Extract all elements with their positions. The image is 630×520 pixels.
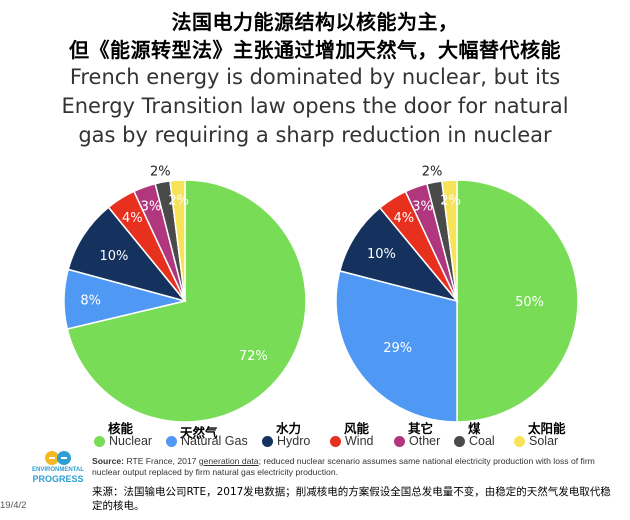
legend-swatch [514,435,525,447]
legend-label-en: Solar [529,434,559,448]
title-zh-line2: 但《能源转型法》主张通过增加天然气，大幅替代核能 [69,38,561,62]
date-stamp: 19/4/2 [0,500,27,511]
title-en-line3: gas by requiring a sharp reduction in nu… [78,123,552,147]
source-rest: ; reduced nuclear scenario assumes same … [92,456,595,477]
pie-label-other: 3% [412,199,433,214]
title-en-line2: Energy Transition law opens the door for… [61,94,569,118]
pie-label-other: 3% [141,199,162,214]
source-org: RTE France, 2017 [126,456,197,466]
legend-swatch [394,435,405,447]
legend-swatch [454,435,465,447]
legend-label-en: Coal [469,434,495,448]
pie-label-coal: 2% [150,164,171,179]
pie-label-coal: 2% [422,164,443,179]
source-link[interactable]: generation data [198,456,259,466]
pie-slice-solar [169,179,186,302]
pie-label-wind: 4% [394,211,415,226]
legend-label-zh: 煤 [468,421,481,436]
title-en-line1: French energy is dominated by nuclear, b… [69,65,561,89]
legend-swatch [94,435,105,447]
pie-slice-nuclear [456,179,579,423]
pie-label-natural-gas: 29% [383,341,412,356]
legend-swatch [330,435,341,447]
environmental-progress-logo: ENVIRONMENTAL PROGRESS [28,450,88,486]
legend-label-en: Wind [345,434,374,448]
source-label: Source: [92,456,124,466]
pie-label-wind: 4% [122,211,143,226]
logo-icon [45,451,71,465]
pie-label-solar: 2% [440,194,461,209]
pie-slice-natural-gas [335,269,458,423]
pie-slice-hydro [67,206,188,303]
legend-label-zh: 风能 [344,421,370,436]
legend-label-zh: 其它 [408,421,434,436]
pie-label-hydro: 10% [99,249,128,264]
legend-label-zh: 水力 [276,421,302,436]
pie-label-nuclear: 72% [239,349,268,364]
pie-label-hydro: 10% [367,247,396,262]
legend-swatch [166,435,177,447]
legend-label-en: Hydro [277,434,311,448]
legend-label-en: Other [409,434,441,448]
logo-line2: PROGRESS [32,474,84,484]
legend-label-zh: 核能 [108,421,134,436]
legend-label-zh: 太阳能 [528,421,566,436]
pie-label-solar: 2% [168,194,189,209]
legend-label-en: Natural Gas [181,434,248,448]
legend-label-en: Nuclear [109,434,153,448]
pie-slice-nuclear [66,179,307,423]
title-zh-line1: 法国电力能源结构以核能为主， [171,10,459,34]
pie-slice-solar [440,179,458,302]
legend-label-zh: 天然气 [180,425,218,440]
pie-slice-hydro [338,206,460,303]
legend-swatch [262,435,273,447]
pie-label-nuclear: 50% [515,295,544,310]
source-note-en: Source: RTE France, 2017 generation data… [92,456,612,478]
source-note-zh: 来源：法国输电公司RTE，2017发电数据；削减核电的方案假设全国总发电量不变，… [92,486,611,512]
pie-label-natural-gas: 8% [80,294,101,309]
logo-line1: ENVIRONMENTAL [32,467,84,473]
